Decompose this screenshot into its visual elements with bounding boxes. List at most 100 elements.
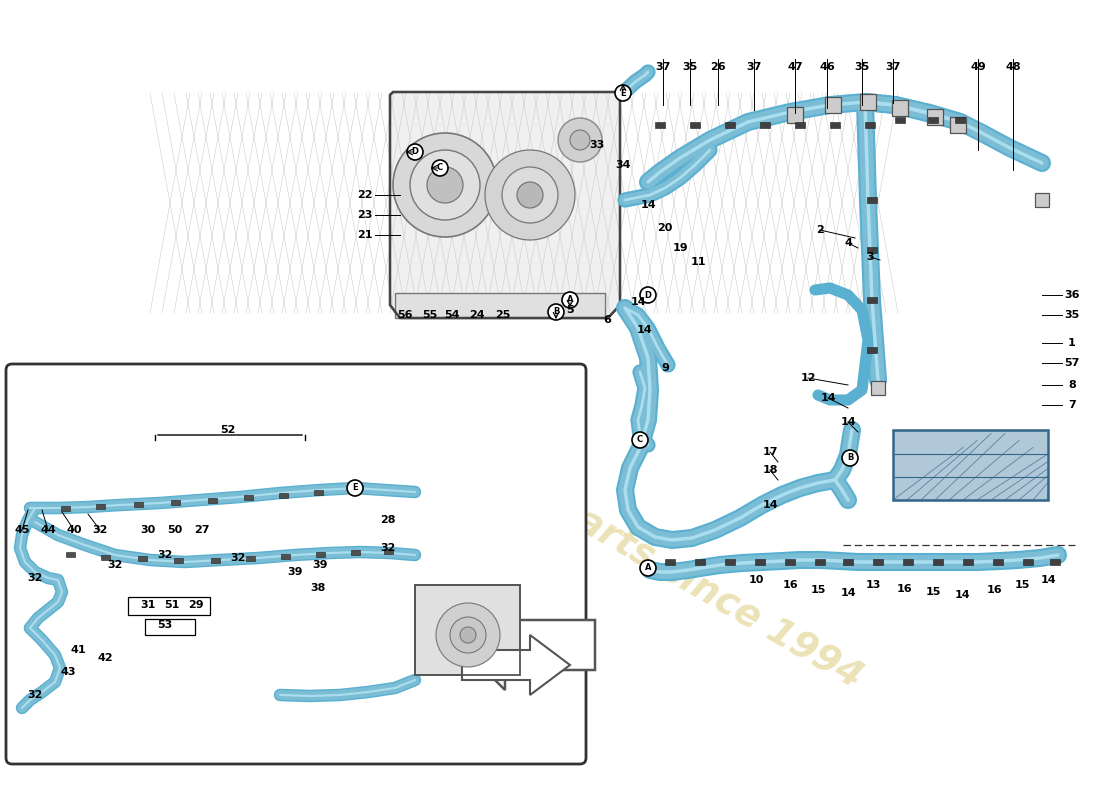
Text: 12: 12 xyxy=(801,373,816,383)
Circle shape xyxy=(842,450,858,466)
Bar xyxy=(208,498,217,502)
Bar xyxy=(755,559,764,565)
Bar xyxy=(962,559,974,565)
Bar xyxy=(415,585,520,675)
Bar xyxy=(895,117,905,123)
Text: A: A xyxy=(566,295,573,305)
Text: 14: 14 xyxy=(1041,575,1056,585)
Bar xyxy=(134,502,143,506)
Bar xyxy=(1050,559,1060,565)
Circle shape xyxy=(436,603,500,667)
Text: 44: 44 xyxy=(40,525,56,535)
Text: 2: 2 xyxy=(816,225,824,235)
Text: 43: 43 xyxy=(60,667,76,677)
Text: D: D xyxy=(645,290,651,299)
Polygon shape xyxy=(462,635,570,695)
Text: 29: 29 xyxy=(188,600,204,610)
Text: 5: 5 xyxy=(566,305,574,315)
Circle shape xyxy=(485,150,575,240)
Circle shape xyxy=(393,133,497,237)
Bar xyxy=(865,122,874,128)
Text: 52: 52 xyxy=(220,425,235,435)
Circle shape xyxy=(432,160,448,176)
Text: 1: 1 xyxy=(1068,338,1076,348)
Circle shape xyxy=(427,167,463,203)
Text: 16: 16 xyxy=(898,584,913,594)
Bar xyxy=(867,247,877,253)
Text: 34: 34 xyxy=(615,160,630,170)
Text: 23: 23 xyxy=(358,210,373,220)
Circle shape xyxy=(640,287,656,303)
Text: D: D xyxy=(411,147,418,157)
Bar xyxy=(280,554,290,558)
Text: 3: 3 xyxy=(866,252,873,262)
Text: 14: 14 xyxy=(821,393,836,403)
Text: 15: 15 xyxy=(811,585,826,595)
Bar xyxy=(903,559,913,565)
Bar xyxy=(314,490,323,494)
Text: 54: 54 xyxy=(444,310,460,320)
Text: 6: 6 xyxy=(603,315,611,325)
Text: B: B xyxy=(553,307,559,317)
Bar xyxy=(860,94,876,110)
Bar xyxy=(211,558,220,562)
Text: 20: 20 xyxy=(658,223,673,233)
Circle shape xyxy=(517,182,543,208)
Bar xyxy=(128,597,210,615)
Text: 25: 25 xyxy=(495,310,510,320)
Text: 32: 32 xyxy=(381,543,396,553)
Text: 15: 15 xyxy=(1014,580,1030,590)
Bar xyxy=(695,559,705,565)
Text: 35: 35 xyxy=(1065,310,1079,320)
Text: 39: 39 xyxy=(312,560,328,570)
Bar xyxy=(785,559,795,565)
Text: 16: 16 xyxy=(987,585,1002,595)
Circle shape xyxy=(615,85,631,101)
Text: 36: 36 xyxy=(1065,290,1080,300)
Polygon shape xyxy=(390,92,620,318)
Text: 30: 30 xyxy=(141,525,155,535)
Bar xyxy=(170,499,180,505)
Bar xyxy=(843,559,852,565)
Bar xyxy=(395,293,605,318)
Text: 41: 41 xyxy=(70,645,86,655)
Bar xyxy=(96,503,104,509)
Text: E: E xyxy=(620,89,626,98)
FancyBboxPatch shape xyxy=(6,364,586,764)
Text: 4: 4 xyxy=(844,238,851,248)
Bar xyxy=(1023,559,1033,565)
Text: 21: 21 xyxy=(358,230,373,240)
Text: 13: 13 xyxy=(866,580,881,590)
Text: 31: 31 xyxy=(141,600,156,610)
Text: 32: 32 xyxy=(28,690,43,700)
Text: 47: 47 xyxy=(788,62,803,72)
Bar xyxy=(933,559,943,565)
Circle shape xyxy=(640,560,656,576)
Bar xyxy=(795,122,805,128)
Text: 42: 42 xyxy=(97,653,113,663)
Circle shape xyxy=(558,118,602,162)
Text: E: E xyxy=(352,483,358,493)
Bar xyxy=(871,381,886,395)
Text: 32: 32 xyxy=(157,550,173,560)
Bar xyxy=(927,109,943,125)
Text: 32: 32 xyxy=(230,553,245,563)
Bar xyxy=(666,559,675,565)
Bar xyxy=(101,554,110,559)
Bar xyxy=(786,107,803,123)
Bar xyxy=(244,494,253,499)
Polygon shape xyxy=(460,600,595,690)
Text: 57: 57 xyxy=(1065,358,1080,368)
Text: 32: 32 xyxy=(92,525,108,535)
Text: 14: 14 xyxy=(762,500,778,510)
Text: 18: 18 xyxy=(762,465,778,475)
Text: B: B xyxy=(847,454,854,462)
Text: 32: 32 xyxy=(28,573,43,583)
Text: 22: 22 xyxy=(358,190,373,200)
Text: 15: 15 xyxy=(925,587,940,597)
Bar xyxy=(1035,193,1049,207)
Circle shape xyxy=(410,150,480,220)
Circle shape xyxy=(570,130,590,150)
Text: 35: 35 xyxy=(682,62,697,72)
Bar xyxy=(867,297,877,303)
